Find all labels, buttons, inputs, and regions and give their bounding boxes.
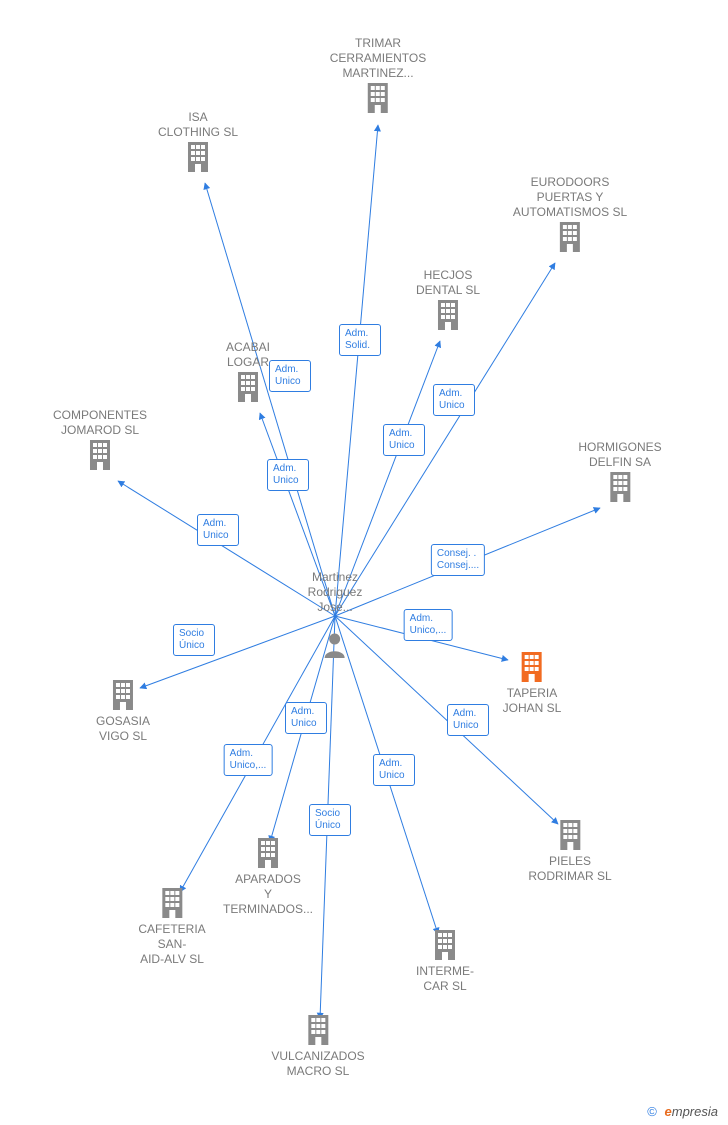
building-icon <box>519 650 545 682</box>
company-node-taperia[interactable]: TAPERIA JOHAN SL <box>503 650 562 716</box>
company-node-componentes[interactable]: COMPONENTES JOMAROD SL <box>53 408 147 474</box>
edge-label-pieles: Adm. Unico <box>447 704 489 736</box>
company-label: EURODOORS PUERTAS Y AUTOMATISMOS SL <box>513 175 627 220</box>
edge-gosasia <box>140 616 335 688</box>
building-icon <box>110 678 136 710</box>
edge-label-text: Adm. Unico <box>453 708 479 731</box>
building-icon <box>305 1013 331 1045</box>
edge-label-text: Adm. Unico <box>275 364 301 387</box>
edge-componentes <box>118 481 335 616</box>
company-label: ISA CLOTHING SL <box>158 110 238 140</box>
footer-credit: © empresia <box>647 1104 718 1119</box>
edge-label-text: Socio Único <box>179 628 205 651</box>
edge-label-isa: Adm. Unico <box>269 360 311 392</box>
edge-label-text: Adm. Unico <box>439 388 465 411</box>
building-icon <box>365 81 391 113</box>
company-label: COMPONENTES JOMAROD SL <box>53 408 147 438</box>
company-node-aparados[interactable]: APARADOS Y TERMINADOS... <box>223 836 313 917</box>
diagram-canvas: TRIMAR CERRAMIENTOS MARTINEZ... ISA CLOT… <box>0 0 728 1125</box>
company-node-eurodoors[interactable]: EURODOORS PUERTAS Y AUTOMATISMOS SL <box>513 175 627 256</box>
edges-layer <box>0 0 728 1125</box>
edge-label-trimar: Adm. Solid. <box>339 324 381 356</box>
company-label: HORMIGONES DELFIN SA <box>578 440 661 470</box>
person-icon <box>323 632 347 658</box>
company-node-acabados[interactable]: ACABAI LOGAR <box>226 340 270 406</box>
edge-label-text: Adm. Unico <box>389 428 415 451</box>
edge-label-taperia: Adm. Unico,... <box>404 609 453 641</box>
building-icon <box>607 470 633 502</box>
company-label: HECJOS DENTAL SL <box>416 268 480 298</box>
building-icon <box>435 298 461 330</box>
building-icon <box>557 220 583 252</box>
company-label: PIELES RODRIMAR SL <box>528 854 611 884</box>
building-icon <box>557 818 583 850</box>
company-label: VULCANIZADOS MACRO SL <box>271 1049 364 1079</box>
edge-label-hormigones: Consej. . Consej.... <box>431 544 485 576</box>
edge-label-text: Socio Único <box>315 808 341 831</box>
edge-label-cafeteria: Adm. Unico,... <box>224 744 273 776</box>
edge-label-text: Adm. Unico <box>273 463 299 486</box>
building-icon <box>235 370 261 402</box>
company-label: TAPERIA JOHAN SL <box>503 686 562 716</box>
edge-label-text: Adm. Unico <box>291 706 317 729</box>
company-node-hecjos[interactable]: HECJOS DENTAL SL <box>416 268 480 334</box>
center-person-node[interactable]: Martinez Rodriguez Jose... <box>308 555 363 662</box>
company-node-hormigones[interactable]: HORMIGONES DELFIN SA <box>578 440 661 506</box>
company-label: ACABAI LOGAR <box>226 340 270 370</box>
company-node-cafeteria[interactable]: CAFETERIA SAN- AID-ALV SL <box>138 886 205 967</box>
company-node-gosasia[interactable]: GOSASIA VIGO SL <box>96 678 150 744</box>
edge-label-text: Consej. . Consej.... <box>437 548 479 571</box>
center-label: Martinez Rodriguez Jose... <box>308 570 363 615</box>
edge-label-eurodoors: Adm. Unico <box>433 384 475 416</box>
edge-label-text: Adm. Solid. <box>345 328 370 351</box>
edge-label-text: Adm. Unico,... <box>410 613 447 636</box>
edge-label-acabados: Adm. Unico <box>267 459 309 491</box>
edge-label-componentes: Adm. Unico <box>197 514 239 546</box>
building-icon <box>185 140 211 172</box>
copyright-symbol: © <box>647 1104 657 1119</box>
company-node-pieles[interactable]: PIELES RODRIMAR SL <box>528 818 611 884</box>
company-node-isa[interactable]: ISA CLOTHING SL <box>158 110 238 176</box>
edge-label-text: Adm. Unico,... <box>230 748 267 771</box>
company-label: TRIMAR CERRAMIENTOS MARTINEZ... <box>330 36 426 81</box>
company-node-intermecar[interactable]: INTERME- CAR SL <box>416 928 474 994</box>
edge-label-gosasia: Socio Único <box>173 624 215 656</box>
edge-label-intermecar: Adm. Unico <box>373 754 415 786</box>
building-icon <box>87 438 113 470</box>
company-node-vulcan[interactable]: VULCANIZADOS MACRO SL <box>271 1013 364 1079</box>
company-label: CAFETERIA SAN- AID-ALV SL <box>138 922 205 967</box>
company-label: INTERME- CAR SL <box>416 964 474 994</box>
brand-e: e <box>665 1104 672 1119</box>
brand-rest: mpresia <box>672 1104 718 1119</box>
edge-label-aparados: Adm. Unico <box>285 702 327 734</box>
edge-label-vulcan: Socio Único <box>309 804 351 836</box>
company-label: APARADOS Y TERMINADOS... <box>223 872 313 917</box>
company-node-trimar[interactable]: TRIMAR CERRAMIENTOS MARTINEZ... <box>330 36 426 117</box>
edge-label-hecjos: Adm. Unico <box>383 424 425 456</box>
edge-trimar <box>335 125 378 616</box>
company-label: GOSASIA VIGO SL <box>96 714 150 744</box>
building-icon <box>432 928 458 960</box>
edge-label-text: Adm. Unico <box>379 758 405 781</box>
building-icon <box>159 886 185 918</box>
building-icon <box>255 836 281 868</box>
edge-label-text: Adm. Unico <box>203 518 229 541</box>
